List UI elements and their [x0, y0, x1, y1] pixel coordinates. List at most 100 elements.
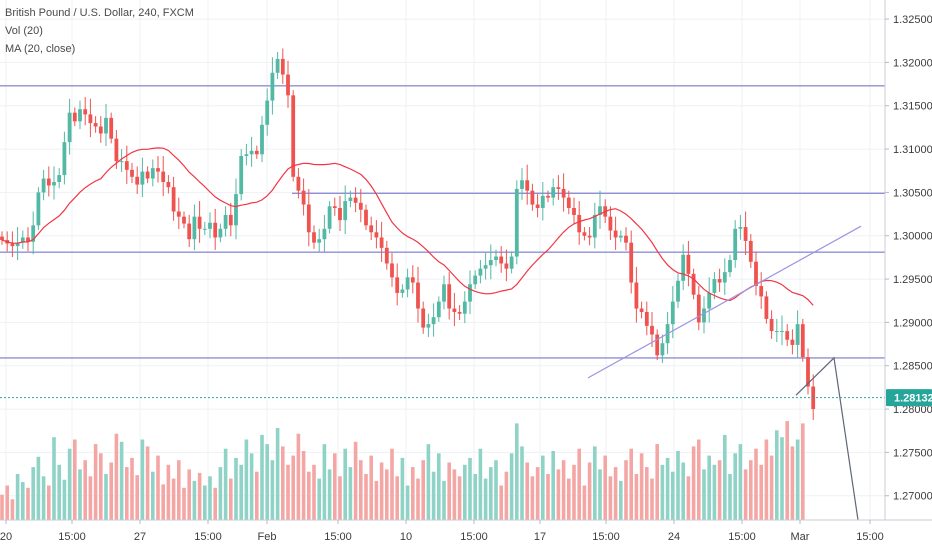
- candle-body: [301, 190, 306, 205]
- volume-bar: [702, 469, 706, 520]
- candle-body: [332, 206, 337, 208]
- volume-bar: [249, 453, 254, 520]
- candle-body: [457, 312, 462, 314]
- candle-body: [556, 187, 561, 189]
- volume-bar: [603, 455, 607, 520]
- volume-bar: [379, 462, 384, 520]
- volume-bar: [301, 451, 306, 520]
- volume-indicator-label[interactable]: Vol (20): [5, 25, 43, 37]
- candle-body: [577, 214, 582, 233]
- volume-bar: [681, 462, 685, 520]
- symbol-title[interactable]: British Pound / U.S. Dollar, 240, FXCM: [5, 7, 194, 19]
- candle-body: [348, 197, 353, 202]
- volume-bar: [359, 460, 363, 520]
- volume-bar: [738, 444, 743, 520]
- candle-body: [114, 138, 119, 162]
- price-tick-label: 1.32500: [893, 14, 932, 26]
- candle-body: [488, 260, 493, 266]
- candle-body: [15, 242, 20, 247]
- volume-bar: [333, 453, 337, 520]
- ma-indicator-label[interactable]: MA (20, close): [5, 43, 76, 55]
- volume-bar: [10, 499, 15, 520]
- volume-bar: [244, 439, 249, 520]
- time-axis[interactable]: 20 15:00 27 15:00 Feb 15:00 10 15:00 17 15:00 24 15…: [0, 520, 884, 543]
- volume-bar: [208, 476, 212, 520]
- volume-bar: [41, 476, 46, 520]
- volume-bar: [535, 467, 540, 520]
- candle-body: [717, 279, 722, 283]
- price-tick-label: 1.29000: [893, 317, 932, 329]
- candle-body: [639, 308, 644, 312]
- time-tick-label: 15:00: [460, 531, 488, 543]
- volume-bar: [416, 478, 420, 520]
- volume-bar: [572, 464, 576, 520]
- volume-bar: [260, 434, 264, 520]
- candle-body: [790, 339, 795, 345]
- volume-bar: [619, 480, 623, 520]
- volume-bar: [655, 444, 659, 520]
- volume-bar: [780, 437, 784, 520]
- candle-body: [535, 204, 540, 208]
- candle-body: [540, 195, 545, 208]
- volume-bar: [317, 478, 321, 520]
- candle-body: [520, 180, 524, 189]
- volume-bar: [551, 451, 555, 520]
- volume-bar: [660, 464, 665, 520]
- volume-bar: [676, 451, 680, 520]
- candle-body: [743, 227, 748, 241]
- volume-bar: [613, 467, 618, 520]
- time-tick-label: 15:00: [194, 531, 222, 543]
- candle-body: [46, 178, 51, 186]
- candle-body: [93, 123, 98, 127]
- volume-bar: [140, 439, 145, 520]
- volume-bar: [411, 467, 415, 520]
- candle-body: [759, 286, 764, 297]
- volume-bar: [343, 448, 347, 520]
- volume-bar: [457, 476, 462, 520]
- volume-bar: [723, 434, 727, 520]
- price-axis[interactable]: 1.27000 1.27500 1.28000 1.28500 1.29000 1.295…: [885, 14, 932, 503]
- time-tick-label: Mar: [791, 531, 810, 543]
- volume-bar: [561, 460, 566, 520]
- candle-body: [686, 254, 691, 274]
- time-tick-label: Feb: [258, 531, 277, 543]
- candle-body: [36, 192, 41, 226]
- candle-body: [598, 206, 602, 215]
- candle-body: [676, 280, 680, 302]
- volume-bar: [218, 467, 223, 520]
- candle-body: [504, 263, 509, 269]
- volume-bar: [203, 485, 207, 520]
- volume-bar: [437, 453, 441, 520]
- volume-bar: [442, 480, 446, 520]
- candle-body: [150, 168, 155, 179]
- candle-body: [707, 292, 712, 309]
- candle-body: [774, 331, 779, 333]
- last-price-label: 1.28132: [894, 393, 932, 405]
- time-tick-label: 27: [134, 531, 146, 543]
- volume-bar: [353, 441, 358, 520]
- volume-bar: [145, 446, 150, 520]
- candle-body: [379, 237, 384, 248]
- candle-body: [145, 171, 150, 179]
- candle-body: [800, 324, 805, 358]
- candle-body: [119, 161, 124, 163]
- volume-bar: [447, 462, 451, 520]
- volume-bar: [582, 485, 587, 520]
- candle-body: [57, 175, 62, 182]
- volume-bar: [790, 446, 795, 520]
- volume-bar: [556, 469, 561, 520]
- volume-bar: [348, 467, 353, 520]
- volume-bar: [577, 448, 581, 520]
- candle-body: [728, 260, 732, 273]
- candle-body: [691, 273, 696, 295]
- candle-body: [10, 243, 15, 247]
- price-tick-label: 1.28500: [893, 361, 932, 373]
- candle-body: [239, 156, 244, 195]
- volume-bar: [567, 478, 571, 520]
- candle-body: [426, 324, 431, 328]
- candle-body: [208, 222, 212, 229]
- volume-bar: [546, 474, 550, 520]
- candle-body: [499, 256, 504, 264]
- volume-bar: [130, 457, 134, 520]
